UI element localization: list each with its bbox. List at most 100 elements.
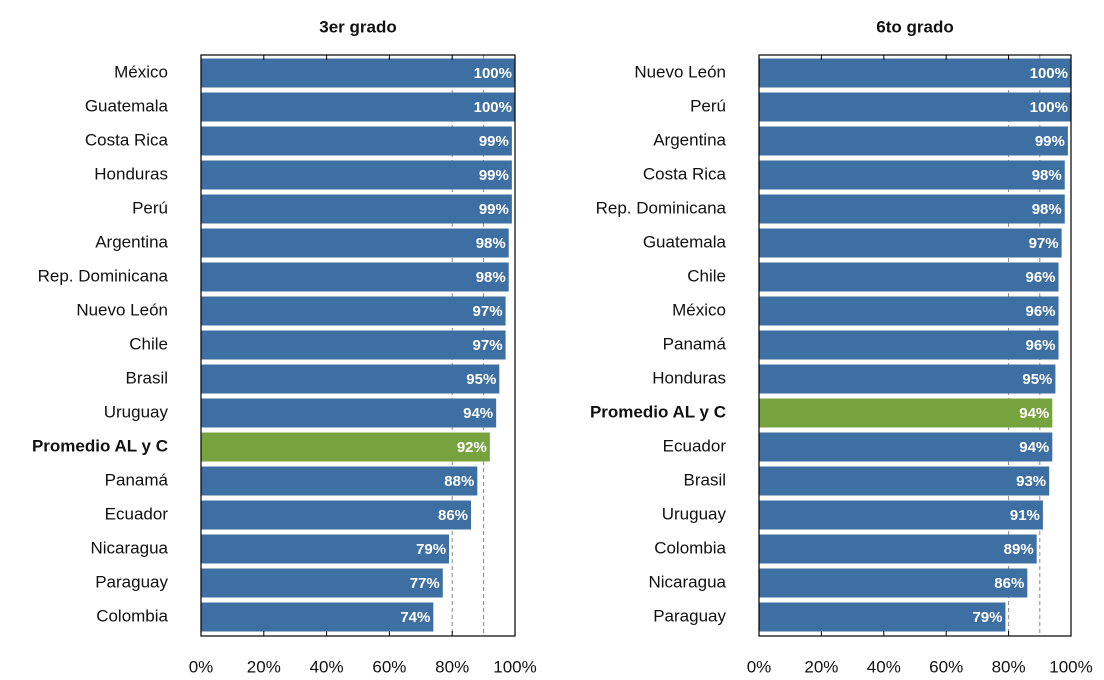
category-label: Argentina <box>653 130 726 149</box>
bar <box>759 296 1059 326</box>
chart-title: 3er grado <box>319 17 396 36</box>
category-label: Ecuador <box>105 504 169 523</box>
category-label: Chile <box>687 266 726 285</box>
category-label: Uruguay <box>662 504 727 523</box>
value-label: 89% <box>1004 541 1034 558</box>
category-label: Paraguay <box>95 572 168 591</box>
bar <box>759 160 1065 190</box>
bar <box>759 330 1059 360</box>
value-label: 97% <box>473 303 503 320</box>
category-label: Guatemala <box>643 232 727 251</box>
value-label: 95% <box>466 371 496 388</box>
value-label: 94% <box>1019 405 1049 422</box>
category-label: Panamá <box>105 470 169 489</box>
value-label: 100% <box>1030 99 1068 116</box>
category-label: Rep. Dominicana <box>38 266 169 285</box>
bar <box>759 126 1068 156</box>
x-tick-label: 0% <box>189 657 214 676</box>
chart-title: 6to grado <box>876 17 953 36</box>
value-label: 86% <box>994 575 1024 592</box>
bar <box>201 500 472 530</box>
category-label: Ecuador <box>663 436 727 455</box>
value-label: 98% <box>476 235 506 252</box>
category-label: Guatemala <box>85 96 169 115</box>
category-label: Promedio AL y C <box>32 436 168 455</box>
value-label: 91% <box>1010 507 1040 524</box>
x-tick-label: 60% <box>372 657 406 676</box>
x-tick-label: 80% <box>992 657 1026 676</box>
bar <box>201 126 512 156</box>
bar <box>201 194 512 224</box>
value-label: 99% <box>1035 133 1065 150</box>
value-label: 96% <box>1025 303 1055 320</box>
category-label: Colombia <box>654 538 726 557</box>
value-label: 77% <box>410 575 440 592</box>
value-label: 97% <box>473 337 503 354</box>
category-label: Paraguay <box>653 606 726 625</box>
value-label: 74% <box>400 609 430 626</box>
x-tick-label: 0% <box>747 657 772 676</box>
x-tick-label: 100% <box>493 657 536 676</box>
value-label: 94% <box>1019 439 1049 456</box>
category-label: Argentina <box>95 232 168 251</box>
category-label: Honduras <box>94 164 168 183</box>
value-label: 92% <box>457 439 487 456</box>
bar <box>759 398 1053 428</box>
bar <box>201 568 443 598</box>
bar <box>201 364 500 394</box>
value-label: 94% <box>463 405 493 422</box>
bar <box>201 92 515 122</box>
bar <box>759 602 1006 632</box>
category-label: Rep. Dominicana <box>596 198 727 217</box>
value-label: 100% <box>474 65 512 82</box>
category-label: Chile <box>129 334 168 353</box>
x-tick-label: 40% <box>867 657 901 676</box>
bar <box>201 398 497 428</box>
value-label: 93% <box>1016 473 1046 490</box>
x-tick-label: 40% <box>310 657 344 676</box>
category-label: Nicaragua <box>91 538 169 557</box>
value-label: 98% <box>1032 201 1062 218</box>
category-label: Brasil <box>683 470 726 489</box>
value-label: 79% <box>972 609 1002 626</box>
bar <box>201 58 515 88</box>
category-label: Promedio AL y C <box>590 402 726 421</box>
bar <box>201 160 512 190</box>
category-label: Colombia <box>96 606 168 625</box>
plot-frame <box>200 54 516 637</box>
value-label: 99% <box>479 133 509 150</box>
category-label: Costa Rica <box>85 130 169 149</box>
x-tick-label: 100% <box>1049 657 1092 676</box>
value-label: 79% <box>416 541 446 558</box>
bar <box>759 500 1043 530</box>
value-label: 97% <box>1029 235 1059 252</box>
category-label: Panamá <box>663 334 727 353</box>
category-label: Costa Rica <box>643 164 727 183</box>
bar <box>201 602 434 632</box>
bar <box>201 228 509 258</box>
bar <box>201 466 478 496</box>
value-label: 96% <box>1025 269 1055 286</box>
value-label: 98% <box>1032 167 1062 184</box>
category-label: México <box>672 300 726 319</box>
bar <box>759 92 1071 122</box>
category-label: Brasil <box>125 368 168 387</box>
bar <box>201 296 506 326</box>
bar <box>759 262 1059 292</box>
category-label: Nuevo León <box>76 300 168 319</box>
plot-frame <box>758 54 1072 637</box>
value-label: 86% <box>438 507 468 524</box>
category-label: México <box>114 62 168 81</box>
bar <box>201 432 490 462</box>
bar <box>759 364 1056 394</box>
bar <box>759 58 1071 88</box>
bar <box>201 262 509 292</box>
bar <box>759 568 1028 598</box>
value-label: 95% <box>1022 371 1052 388</box>
category-label: Perú <box>690 96 726 115</box>
value-label: 100% <box>474 99 512 116</box>
bar <box>201 534 450 564</box>
value-label: 88% <box>444 473 474 490</box>
category-label: Perú <box>132 198 168 217</box>
